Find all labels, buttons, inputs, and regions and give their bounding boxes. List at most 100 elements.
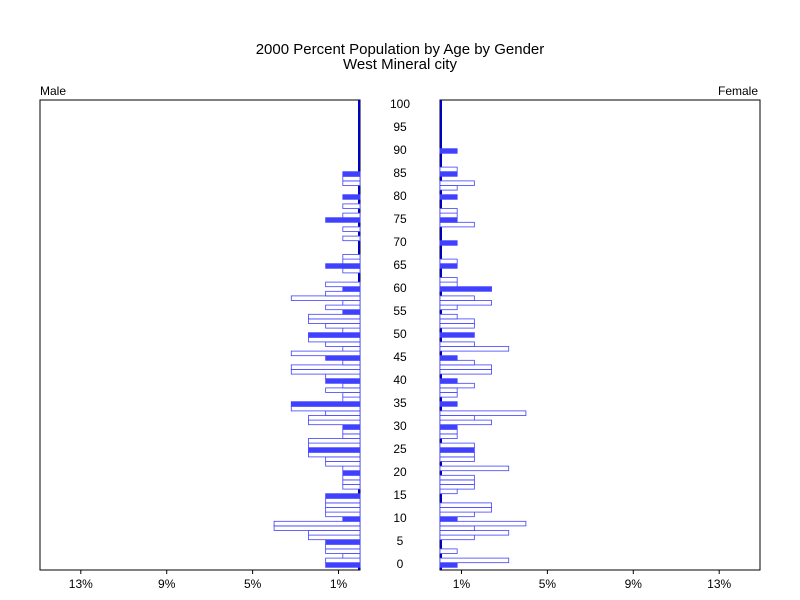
bar [439, 465, 510, 472]
x-tick-label: 9% [625, 577, 643, 591]
bar [342, 309, 361, 315]
bar [325, 217, 361, 223]
bar [439, 424, 458, 430]
bar [439, 318, 475, 324]
bar [342, 180, 361, 186]
panel-label: Male [40, 84, 66, 98]
bar [342, 465, 361, 472]
bar [439, 456, 475, 462]
age-label: 10 [393, 511, 407, 525]
bar [439, 258, 458, 265]
bar [273, 520, 361, 527]
bar [439, 194, 458, 200]
age-label: 35 [393, 396, 407, 410]
bar [325, 539, 361, 545]
bar [325, 543, 361, 550]
bar [439, 447, 475, 453]
bar [290, 405, 361, 412]
bar [439, 401, 458, 407]
bar [439, 419, 492, 426]
bar [308, 318, 361, 324]
bar [342, 516, 361, 522]
bar [290, 295, 361, 301]
age-label: 50 [393, 327, 407, 341]
bar [342, 424, 361, 430]
bar [439, 185, 458, 191]
bar [325, 410, 361, 416]
bar [342, 267, 361, 274]
bar [439, 166, 458, 173]
age-label: 45 [393, 350, 407, 364]
bar [325, 304, 361, 311]
bar [439, 281, 458, 288]
bar [439, 180, 475, 186]
bar [439, 378, 458, 384]
bar [308, 442, 361, 449]
bar [325, 557, 361, 564]
bar [439, 359, 475, 366]
bar [439, 221, 475, 228]
bar [308, 451, 361, 458]
bar [325, 323, 361, 329]
bar [342, 470, 361, 476]
x-tick-label: 13% [707, 577, 731, 591]
bar [325, 281, 361, 288]
bar [325, 497, 361, 504]
bar [325, 290, 361, 297]
bar [308, 313, 361, 320]
age-label: 95 [393, 120, 407, 134]
bar [439, 525, 475, 531]
bar [342, 212, 361, 219]
bar [439, 313, 458, 320]
bar [439, 534, 475, 541]
bar [439, 442, 475, 449]
bar [439, 364, 492, 370]
bar [325, 493, 361, 499]
bar [342, 346, 361, 352]
bar [439, 277, 458, 283]
bar [439, 502, 492, 508]
bar [308, 336, 361, 343]
x-tick-label: 9% [158, 577, 176, 591]
bar [439, 240, 458, 246]
bar [342, 327, 361, 334]
bar [439, 511, 475, 518]
bar [439, 557, 510, 564]
bar [325, 263, 361, 269]
bar [439, 507, 492, 513]
bar [439, 548, 458, 554]
bar [273, 525, 361, 531]
bar [342, 286, 361, 292]
bar [342, 479, 361, 485]
bar [290, 364, 361, 370]
bar [308, 530, 361, 536]
bar [325, 562, 361, 568]
bar [439, 428, 458, 435]
bar [308, 332, 361, 338]
age-label: 30 [393, 419, 407, 433]
bar [439, 520, 527, 527]
bar [342, 171, 361, 177]
bar [342, 203, 361, 209]
bar [439, 171, 458, 177]
bar [325, 373, 361, 380]
bar [439, 410, 527, 416]
bar [439, 300, 492, 306]
bar [325, 355, 361, 361]
bar [325, 378, 361, 384]
bar [325, 507, 361, 513]
bar [439, 295, 475, 301]
bar [439, 148, 458, 154]
bar [439, 304, 458, 311]
bar [308, 447, 361, 453]
bar [439, 346, 510, 352]
age-label: 75 [393, 212, 407, 226]
age-label: 80 [393, 189, 407, 203]
age-label: 85 [393, 166, 407, 180]
bar [342, 258, 361, 265]
bar [342, 396, 361, 403]
x-tick-label: 13% [69, 577, 93, 591]
bar [342, 484, 361, 490]
bar [439, 212, 458, 219]
